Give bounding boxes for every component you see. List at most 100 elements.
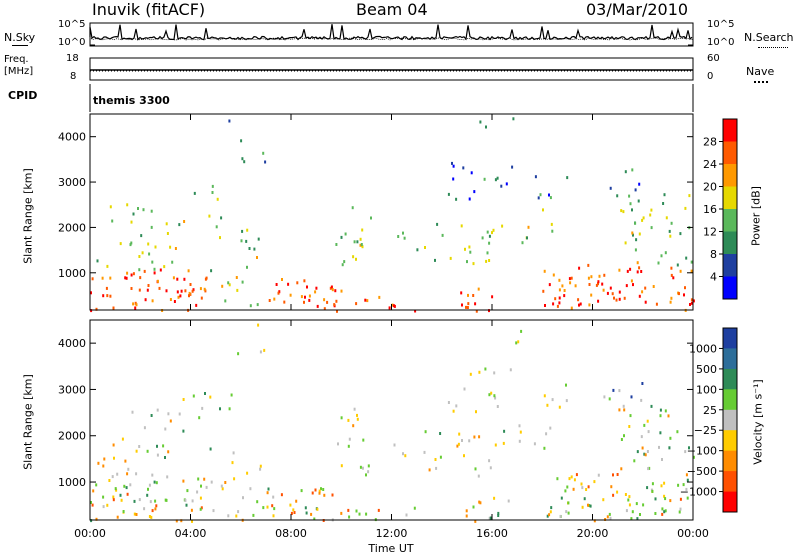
echo-cell xyxy=(636,261,639,265)
echo-cell xyxy=(497,514,500,517)
echo-cell xyxy=(634,221,637,225)
echo-cell xyxy=(228,119,231,123)
echo-cell xyxy=(340,416,343,420)
echo-cell xyxy=(147,242,150,246)
velocity-colorbar-frame xyxy=(722,327,738,513)
echo-cell xyxy=(660,484,663,488)
echo-cell xyxy=(627,498,630,502)
echo-cell xyxy=(126,492,129,496)
echo-cell xyxy=(133,512,136,516)
colorbar-tick-label: −500 xyxy=(687,465,717,478)
echo-cell xyxy=(101,276,104,280)
colorbar-tick-label: −25 xyxy=(694,424,717,437)
echo-cell xyxy=(567,501,570,505)
echo-cell xyxy=(679,269,682,273)
echo-cell xyxy=(240,239,243,243)
echo-cell xyxy=(180,519,183,523)
echo-cell xyxy=(472,505,475,509)
echo-cell xyxy=(518,439,521,443)
echo-cell xyxy=(165,498,168,502)
echo-cell xyxy=(125,486,128,490)
echo-cell xyxy=(148,252,151,256)
echo-cell xyxy=(492,228,495,232)
echo-cell xyxy=(182,479,185,483)
echo-cell xyxy=(493,371,496,375)
cpid-label: CPID xyxy=(8,89,38,102)
echo-cell xyxy=(156,408,159,412)
echo-cell xyxy=(622,210,625,214)
echo-cell xyxy=(546,514,549,518)
echo-cell xyxy=(103,457,106,461)
echo-cell xyxy=(657,261,660,265)
echo-cell xyxy=(154,507,157,511)
echo-cell xyxy=(106,264,109,268)
echo-cell xyxy=(150,225,153,229)
echo-cell xyxy=(650,404,653,408)
echo-cell xyxy=(593,480,596,484)
echo-cell xyxy=(469,372,472,376)
echo-cell xyxy=(199,287,202,291)
echo-cell xyxy=(643,423,646,427)
echo-cell xyxy=(692,299,695,303)
echo-cell xyxy=(526,236,528,240)
echo-cell xyxy=(602,288,605,292)
echo-cell xyxy=(634,248,637,252)
echo-cell xyxy=(689,303,691,306)
echo-cell xyxy=(341,263,344,267)
echo-cell xyxy=(391,303,394,307)
nave-tick-top: 60 xyxy=(707,53,720,64)
echo-cell xyxy=(277,291,280,295)
echo-cell xyxy=(602,498,605,502)
echo-cell xyxy=(630,395,633,399)
search-noise-line xyxy=(89,37,694,41)
echo-cell xyxy=(556,477,559,481)
echo-cell xyxy=(352,424,355,428)
echo-cell xyxy=(686,478,689,482)
echo-cell xyxy=(256,303,259,307)
echo-cell xyxy=(333,303,336,307)
echo-cell xyxy=(663,510,666,514)
echo-cell xyxy=(199,507,202,511)
echo-cell xyxy=(306,285,308,289)
echo-cell xyxy=(271,504,274,508)
echo-cell xyxy=(102,495,105,499)
echo-cell xyxy=(97,461,100,465)
echo-cell xyxy=(570,276,573,280)
echo-cell xyxy=(624,170,627,174)
echo-cell xyxy=(484,367,487,371)
echo-cell xyxy=(359,237,362,241)
echo-cell xyxy=(556,304,559,308)
echo-cell xyxy=(597,473,600,477)
echo-cell xyxy=(182,398,185,401)
echo-cell xyxy=(641,290,644,294)
echo-cell xyxy=(460,291,463,295)
echo-cell xyxy=(664,509,667,513)
echo-cell xyxy=(574,284,577,288)
echo-cell xyxy=(126,271,129,275)
echo-cell xyxy=(678,292,680,296)
echo-cell xyxy=(96,259,99,263)
echo-cell xyxy=(475,309,478,313)
colorbar-tick-label: 500 xyxy=(696,363,717,376)
echo-cell xyxy=(273,507,276,511)
echo-cell xyxy=(612,388,615,392)
echo-cell xyxy=(190,508,193,512)
echo-cell xyxy=(631,168,634,172)
echo-cell xyxy=(616,194,619,198)
echo-cell xyxy=(566,485,569,489)
echo-cell xyxy=(191,499,194,503)
echo-cell xyxy=(465,305,467,309)
echo-cell xyxy=(176,277,179,281)
echo-cell xyxy=(233,477,236,481)
echo-cell xyxy=(542,289,545,293)
nsky-underline xyxy=(12,45,28,46)
echo-cell xyxy=(195,303,198,307)
echo-cell xyxy=(313,517,316,521)
echo-cell xyxy=(466,260,468,264)
echo-cell xyxy=(559,514,562,518)
echo-cell xyxy=(186,489,189,493)
echo-cell xyxy=(192,394,195,398)
echo-cell xyxy=(631,208,633,212)
echo-cell xyxy=(643,452,646,456)
xaxis-title: Time UT xyxy=(368,542,414,555)
